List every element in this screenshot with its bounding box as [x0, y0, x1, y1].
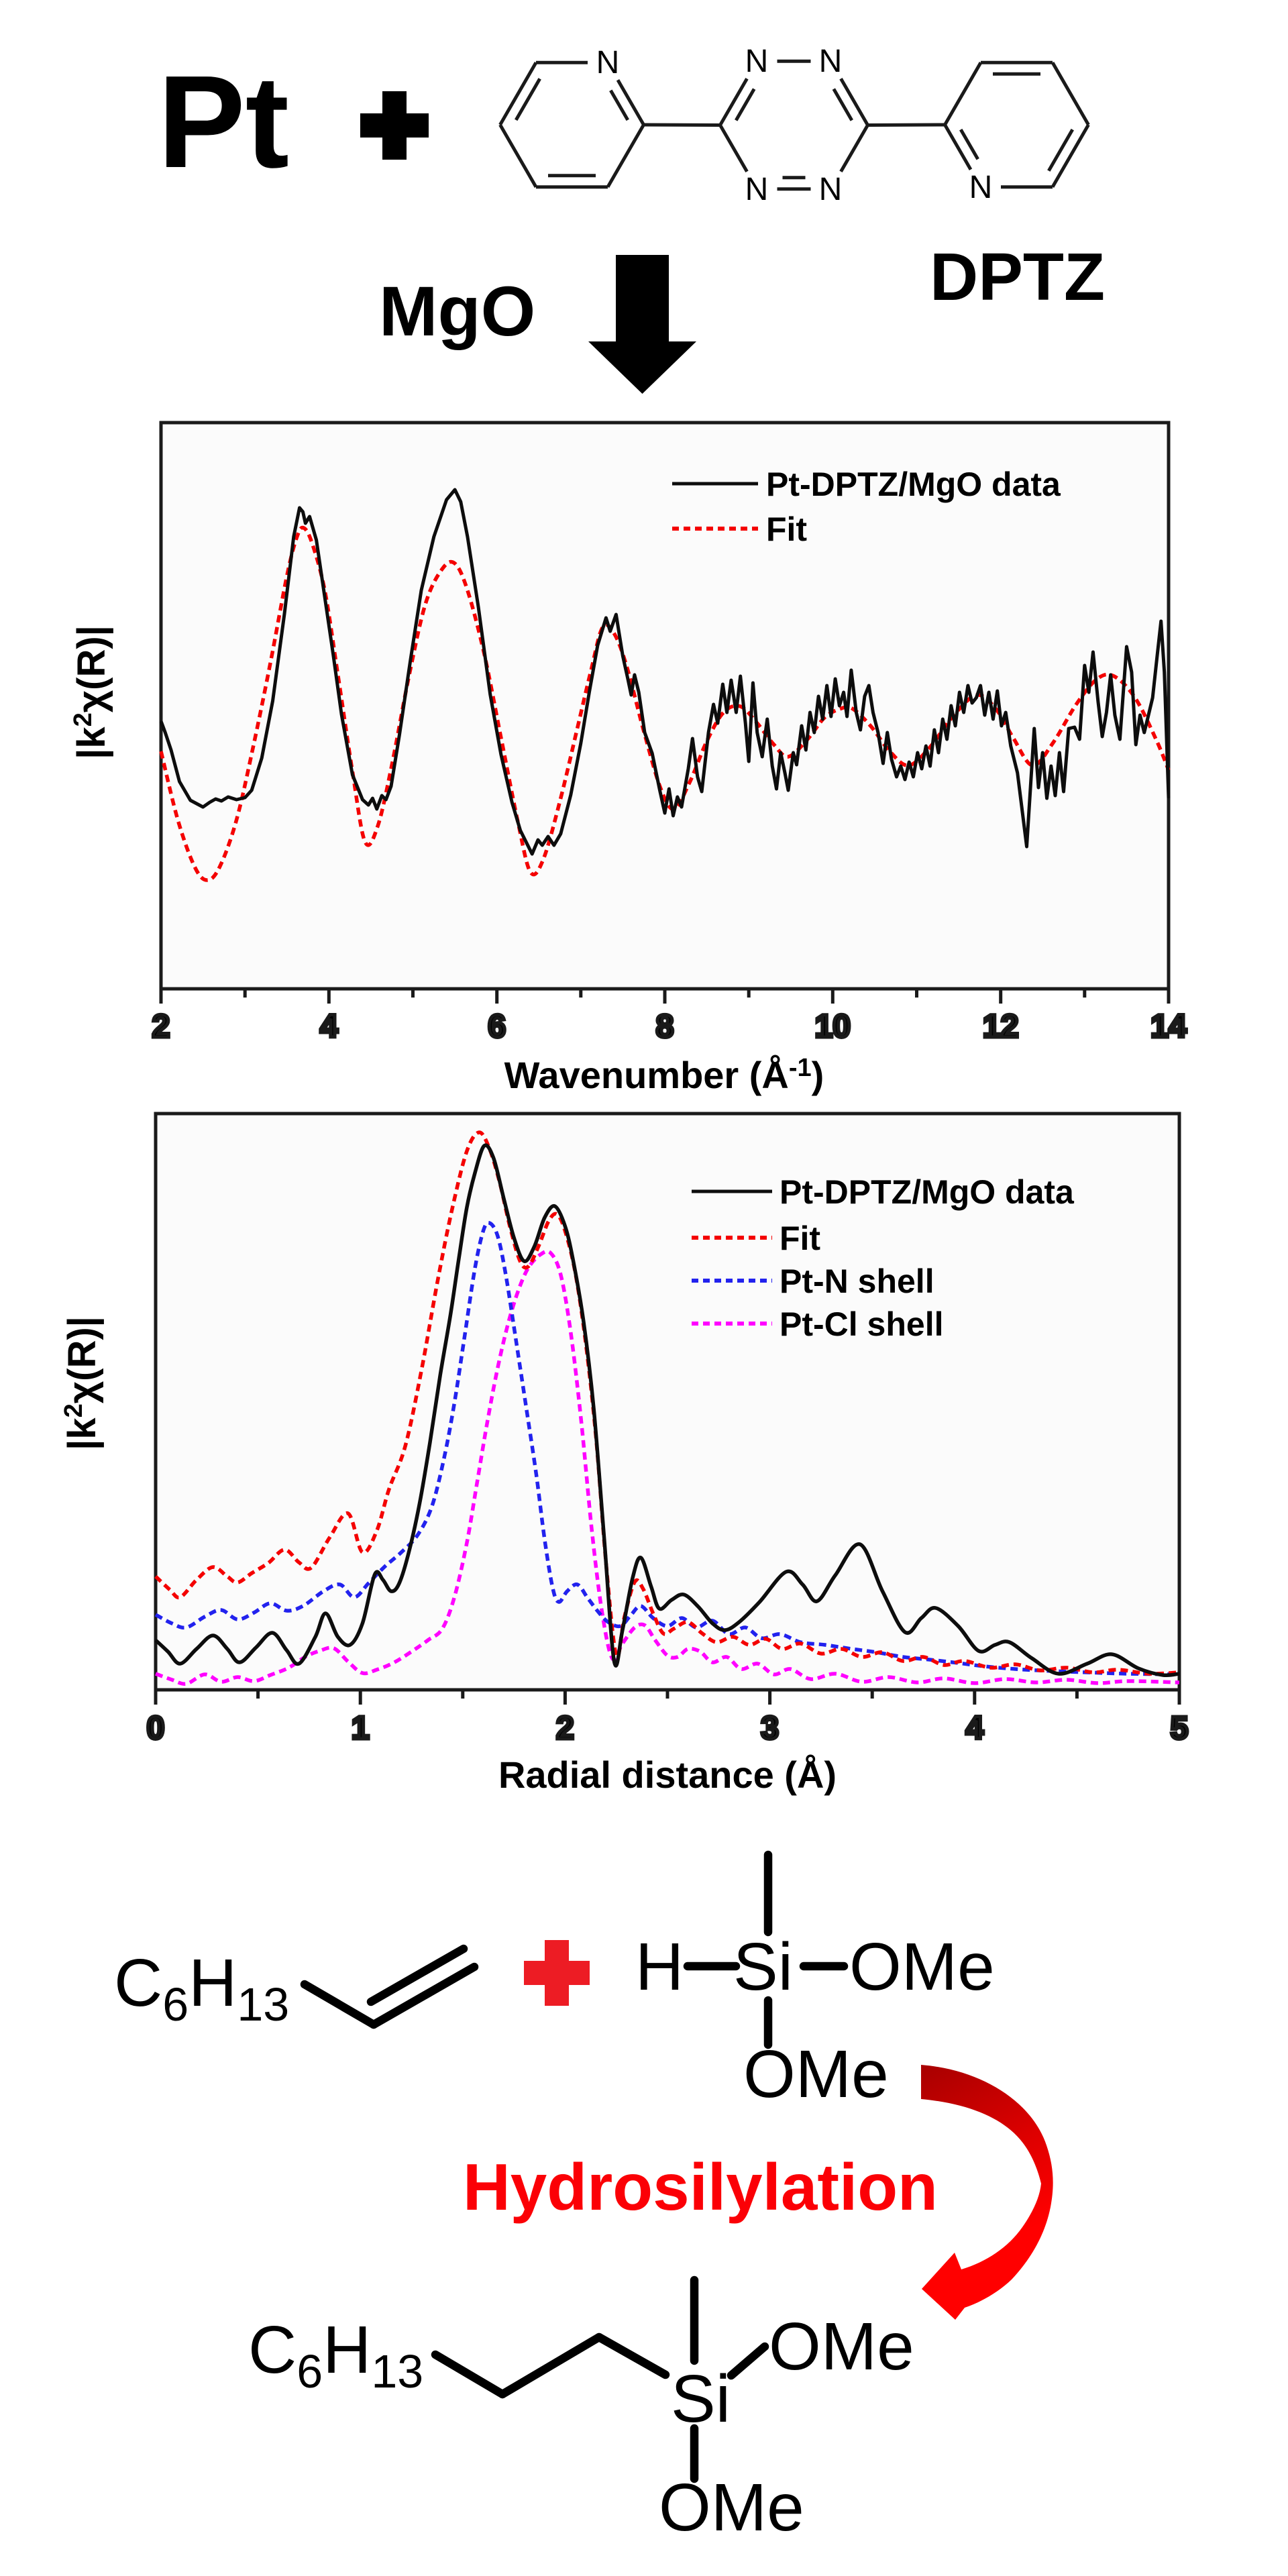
- svg-text:1: 1: [352, 1711, 370, 1746]
- svg-text:Hydrosilylation: Hydrosilylation: [463, 2150, 938, 2224]
- svg-text:Pt-Cl shell: Pt-Cl shell: [780, 1305, 943, 1343]
- svg-text:OMe: OMe: [769, 2309, 914, 2384]
- svg-text:Pt-N shell: Pt-N shell: [780, 1263, 934, 1300]
- svg-text:H: H: [635, 1929, 684, 2004]
- svg-text:Pt-DPTZ/MgO data: Pt-DPTZ/MgO data: [780, 1173, 1075, 1211]
- svg-text:N: N: [596, 45, 620, 80]
- svg-text:4: 4: [965, 1711, 983, 1746]
- svg-text:3: 3: [761, 1711, 779, 1746]
- svg-text:OMe: OMe: [659, 2470, 804, 2545]
- svg-text:0: 0: [147, 1711, 165, 1746]
- svg-text:Pt: Pt: [158, 48, 289, 195]
- svg-text:DPTZ: DPTZ: [930, 239, 1105, 315]
- svg-text:2: 2: [556, 1711, 574, 1746]
- svg-text:Fit: Fit: [766, 511, 807, 548]
- svg-text:MgO: MgO: [379, 272, 535, 351]
- svg-text:|k2χ(R)|: |k2χ(R)|: [69, 625, 113, 759]
- svg-text:Fit: Fit: [780, 1220, 820, 1257]
- svg-text:5: 5: [1171, 1711, 1189, 1746]
- svg-text:N: N: [819, 44, 843, 79]
- svg-text:8: 8: [656, 1009, 674, 1044]
- svg-text:Radial distance (Å): Radial distance (Å): [498, 1754, 837, 1796]
- svg-text:N: N: [819, 172, 843, 207]
- svg-text:N: N: [745, 172, 769, 207]
- svg-text:6: 6: [488, 1009, 506, 1044]
- svg-text:|k2χ(R)|: |k2χ(R)|: [60, 1316, 104, 1450]
- svg-text:12: 12: [983, 1009, 1018, 1044]
- svg-text:4: 4: [320, 1009, 338, 1044]
- svg-text:OMe: OMe: [743, 2037, 889, 2112]
- svg-text:N: N: [969, 170, 993, 205]
- svg-text:C6H13: C6H13: [114, 1945, 289, 2031]
- svg-text:Si: Si: [733, 1929, 793, 2004]
- svg-text:OMe: OMe: [849, 1929, 995, 2004]
- svg-text:14: 14: [1150, 1009, 1187, 1044]
- svg-text:Pt-DPTZ/MgO data: Pt-DPTZ/MgO data: [766, 466, 1061, 503]
- svg-text:10: 10: [815, 1009, 851, 1044]
- svg-text:Wavenumber (Å-1): Wavenumber (Å-1): [504, 1054, 824, 1096]
- svg-text:N: N: [745, 44, 769, 79]
- svg-text:2: 2: [152, 1009, 170, 1044]
- svg-text:Si: Si: [671, 2361, 731, 2436]
